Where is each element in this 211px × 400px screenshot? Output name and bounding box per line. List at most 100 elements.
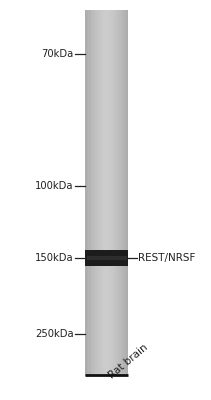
Bar: [95, 10, 97, 376]
Bar: [85, 70, 128, 74]
Bar: [121, 10, 122, 376]
Bar: [85, 60, 128, 65]
Bar: [87, 10, 88, 376]
Bar: [85, 312, 128, 316]
Bar: [85, 266, 128, 271]
Bar: [85, 42, 128, 47]
Bar: [85, 152, 128, 156]
Bar: [85, 248, 128, 252]
Bar: [85, 230, 128, 234]
Bar: [85, 14, 128, 19]
Bar: [85, 307, 128, 312]
Bar: [85, 24, 128, 28]
Bar: [85, 198, 128, 202]
Bar: [85, 19, 128, 24]
Bar: [85, 106, 128, 111]
Bar: [85, 225, 128, 230]
Bar: [85, 243, 128, 248]
Bar: [85, 138, 128, 143]
Bar: [107, 10, 108, 376]
Bar: [119, 10, 121, 376]
Text: REST/NRSF: REST/NRSF: [138, 253, 196, 263]
Bar: [85, 65, 128, 70]
Bar: [85, 129, 128, 134]
Bar: [85, 97, 128, 102]
Bar: [85, 344, 128, 348]
Bar: [85, 102, 128, 106]
Bar: [100, 10, 101, 376]
Bar: [114, 10, 115, 376]
Bar: [118, 10, 119, 376]
Text: 70kDa: 70kDa: [41, 49, 73, 59]
Bar: [85, 321, 128, 326]
Bar: [122, 10, 123, 376]
Bar: [85, 161, 128, 166]
Bar: [85, 358, 128, 362]
Bar: [90, 10, 91, 376]
Bar: [85, 275, 128, 280]
Bar: [85, 303, 128, 307]
Bar: [85, 262, 128, 266]
Bar: [85, 10, 128, 14]
Bar: [85, 353, 128, 358]
Bar: [85, 175, 128, 179]
Bar: [85, 10, 87, 376]
Bar: [85, 115, 128, 120]
Bar: [85, 216, 128, 220]
Bar: [85, 79, 128, 83]
Bar: [85, 47, 128, 51]
Bar: [85, 239, 128, 243]
Text: 250kDa: 250kDa: [35, 329, 73, 339]
Bar: [87, 256, 127, 260]
Bar: [85, 88, 128, 92]
Bar: [97, 10, 98, 376]
Bar: [85, 83, 128, 88]
Bar: [91, 10, 92, 376]
Bar: [85, 92, 128, 97]
Bar: [85, 111, 128, 115]
Bar: [85, 271, 128, 275]
Bar: [85, 372, 128, 376]
Bar: [102, 10, 104, 376]
Bar: [85, 10, 128, 376]
Bar: [85, 124, 128, 129]
Bar: [111, 10, 112, 376]
Bar: [85, 33, 128, 38]
Bar: [85, 188, 128, 193]
Bar: [104, 10, 105, 376]
Bar: [85, 280, 128, 284]
Bar: [101, 10, 102, 376]
Bar: [109, 10, 111, 376]
Bar: [85, 28, 128, 33]
Bar: [112, 10, 114, 376]
Bar: [85, 193, 128, 198]
Bar: [85, 252, 128, 257]
Bar: [125, 10, 126, 376]
Bar: [85, 156, 128, 161]
Bar: [85, 250, 128, 266]
Bar: [108, 10, 109, 376]
Bar: [85, 147, 128, 152]
Bar: [85, 166, 128, 170]
Bar: [85, 179, 128, 184]
Text: 150kDa: 150kDa: [35, 253, 73, 263]
Bar: [85, 294, 128, 298]
Bar: [85, 298, 128, 303]
Bar: [85, 289, 128, 294]
Bar: [85, 234, 128, 239]
Bar: [85, 326, 128, 330]
Bar: [85, 207, 128, 211]
Bar: [85, 134, 128, 138]
Bar: [85, 170, 128, 175]
Bar: [85, 211, 128, 216]
Bar: [85, 184, 128, 188]
Bar: [94, 10, 95, 376]
Bar: [85, 120, 128, 124]
Bar: [85, 339, 128, 344]
Bar: [85, 335, 128, 339]
Text: 100kDa: 100kDa: [35, 181, 73, 191]
Bar: [85, 220, 128, 225]
Bar: [115, 10, 116, 376]
Bar: [85, 143, 128, 147]
Bar: [88, 10, 90, 376]
